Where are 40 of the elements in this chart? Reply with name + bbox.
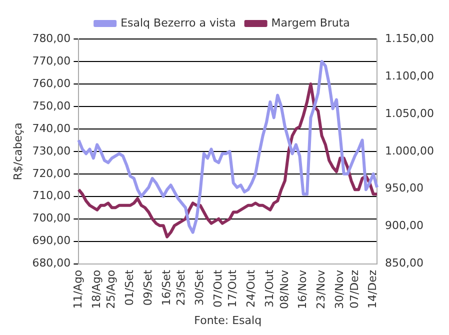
x-tick-label: 08/Nov	[278, 269, 291, 309]
y2-tick-label: 1.100,00	[385, 69, 434, 82]
x-tick-label: 25/Ago	[104, 270, 118, 309]
y-tick-label: 700,00	[32, 212, 71, 225]
legend-label: Margem Bruta	[271, 16, 350, 30]
y-tick-label: 780,00	[32, 32, 71, 45]
y2-tick-label: 1.150,00	[385, 32, 434, 45]
x-tick-label: 30/Nov	[333, 269, 346, 309]
x-tick-label: 18/Ago	[90, 270, 103, 309]
y2-tick-label: 950,00	[385, 182, 424, 195]
legend-label: Esalq Bezerro a vista	[120, 16, 236, 30]
y-tick-label: 690,00	[32, 234, 71, 248]
x-tick-label: 01/Set	[123, 269, 136, 306]
x-tick-label: 23/Nov	[314, 269, 328, 309]
x-tick-label: 14/Dez	[366, 270, 380, 309]
x-tick-label: 11/Ago	[72, 270, 85, 309]
x-tick-label: 09/Set	[142, 269, 155, 306]
x-tick-label: 07/Out	[212, 269, 225, 308]
x-tick-label: 24/Out	[244, 269, 258, 308]
y-tick-label: 740,00	[32, 122, 71, 135]
y2-tick-label: 850,00	[385, 256, 424, 270]
x-tick-label: 30/Set	[193, 269, 206, 306]
x-tick-label: 16/Nov	[296, 269, 310, 309]
x-tick-label: 31/Out	[263, 269, 276, 308]
y2-tick-label: 900,00	[385, 219, 424, 232]
y2-tick-label: 1.000,00	[385, 144, 434, 158]
y-tick-label: 720,00	[32, 166, 71, 180]
y-tick-label: 770,00	[32, 54, 71, 68]
y-tick-label: 730,00	[32, 144, 71, 158]
y-tick-label: 750,00	[32, 99, 71, 112]
y-axis-title: R$/cabeça	[11, 122, 24, 180]
x-tick-label: 17/Out	[226, 269, 240, 308]
y-tick-label: 760,00	[32, 76, 71, 90]
y-tick-label: 680,00	[32, 256, 71, 270]
y-tick-label: 710,00	[32, 189, 71, 202]
source-note: Fonte: Esalq	[194, 314, 262, 327]
x-tick-label: 16/Set	[160, 269, 173, 306]
x-tick-label: 07/Dez	[348, 270, 361, 309]
x-tick-label: 23/Set	[174, 269, 188, 306]
y2-tick-label: 1.050,00	[385, 106, 434, 120]
